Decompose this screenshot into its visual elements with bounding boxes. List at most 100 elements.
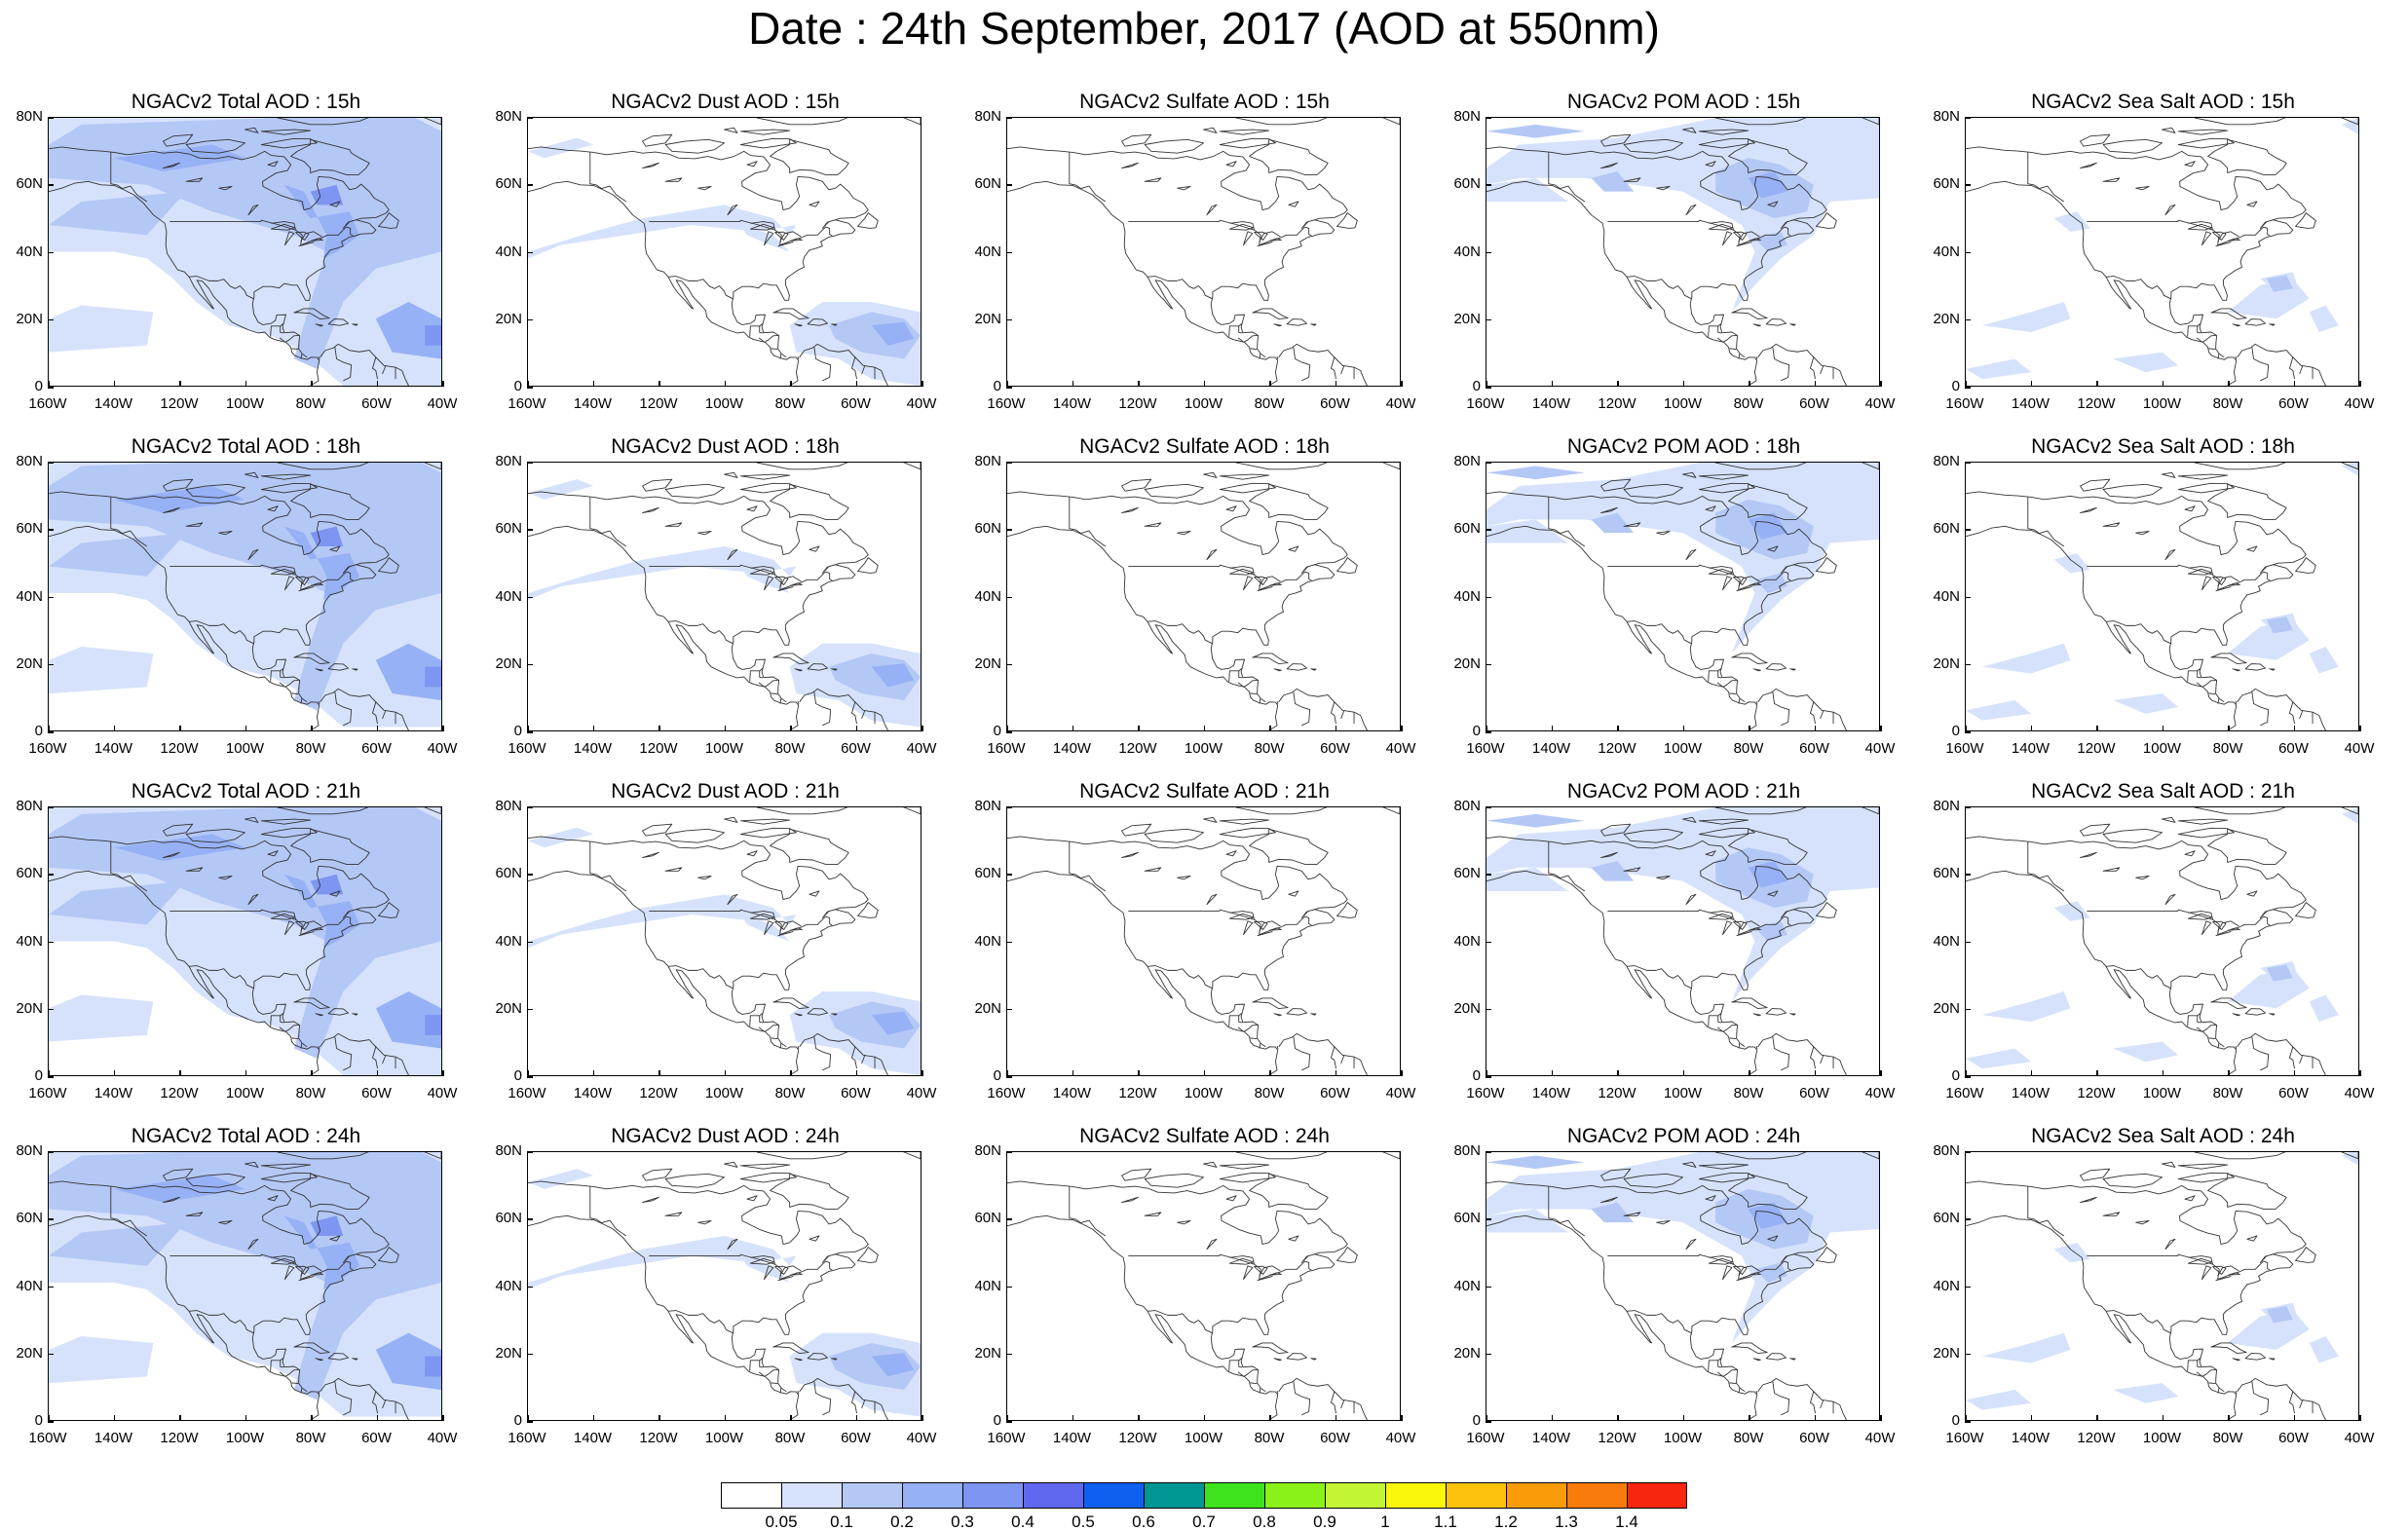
island-outline <box>260 1172 318 1183</box>
lat-tick-label: 40N <box>16 587 43 605</box>
island-outline <box>260 473 312 480</box>
lake-outline <box>642 1196 659 1203</box>
country-border <box>2106 1310 2172 1334</box>
lat-tick-label: 20N <box>1453 999 1481 1017</box>
lake-outline <box>298 242 315 247</box>
coastline-south-america <box>2237 343 2326 386</box>
island-outline <box>2162 1161 2176 1168</box>
lat-tick-label: 0 <box>34 378 43 394</box>
map-canvas <box>49 807 441 1075</box>
lon-tick-label: 100W <box>1184 1085 1223 1102</box>
lake-outline <box>247 204 259 216</box>
island-outline <box>2269 1358 2276 1361</box>
country-border <box>1738 1042 1741 1049</box>
island-outline <box>739 827 797 839</box>
country-border <box>2087 1253 2271 1281</box>
country-border <box>813 691 832 727</box>
island-outline <box>739 137 797 149</box>
country-border <box>2187 1358 2201 1371</box>
island-outline <box>1789 323 1796 326</box>
lake-outline <box>1121 506 1139 513</box>
lake-outline <box>284 1265 295 1281</box>
island-outline <box>1310 668 1317 671</box>
lake-outline <box>1121 162 1139 168</box>
country-border <box>589 152 627 203</box>
lon-tick <box>1335 1070 1336 1076</box>
lon-tick-label: 120W <box>639 1085 678 1102</box>
country-border <box>749 1013 764 1027</box>
lon-tick <box>2228 726 2230 731</box>
lat-tick-label: 60N <box>974 520 1001 538</box>
lake-outline <box>2135 531 2150 536</box>
lon-tick-label: 140W <box>2011 1430 2051 1446</box>
country-border <box>1810 356 1816 380</box>
island-outline <box>1121 133 1152 147</box>
lon-tick-label: 80W <box>1254 740 1285 757</box>
colorbar-label: 0.7 <box>1192 1512 1216 1531</box>
lon-tick <box>48 726 50 731</box>
lat-tick <box>1006 1008 1012 1011</box>
island-outline <box>2232 1358 2240 1362</box>
island-outline <box>2080 133 2111 147</box>
lat-tick <box>1486 1008 1491 1011</box>
lake-outline <box>642 162 659 168</box>
lake-outline <box>1600 1196 1618 1203</box>
island-outline <box>1698 137 1755 149</box>
island-outline <box>1698 818 1750 825</box>
lat-tick <box>527 1151 533 1153</box>
island-outline <box>2341 1152 2358 1160</box>
lat-tick <box>527 1076 533 1078</box>
lat-tick <box>1486 387 1491 389</box>
island-outline <box>1682 816 1697 823</box>
lat-tick-label: 0 <box>993 1067 1001 1084</box>
coastline-south-america <box>1278 1377 1368 1420</box>
lake-outline <box>1736 931 1752 937</box>
country-border <box>851 1391 857 1414</box>
country-border <box>334 347 353 382</box>
aod-shading-patch <box>740 225 790 252</box>
panel-title: NGACv2 Sea Salt AOD : 15h <box>2031 91 2295 113</box>
lon-tick-label: 40W <box>1864 1085 1896 1102</box>
country-border <box>300 1042 303 1049</box>
map-canvas <box>1966 118 2358 386</box>
country-border <box>2299 1400 2304 1409</box>
lon-tick <box>1486 726 1487 731</box>
lon-tick-label: 120W <box>1118 1085 1157 1102</box>
lake-outline <box>185 1212 204 1216</box>
lake-outline <box>1177 876 1191 880</box>
panel-title: NGACv2 POM AOD : 21h <box>1566 780 1801 803</box>
lat-tick-label: 60N <box>974 865 1001 882</box>
lon-tick <box>311 1415 313 1421</box>
country-border <box>1820 710 1825 720</box>
lon-tick-label: 40W <box>2344 1430 2375 1446</box>
lon-tick-label: 80W <box>295 1085 326 1102</box>
lake-outline <box>777 1276 794 1282</box>
island-outline <box>2232 323 2240 327</box>
lake-outline <box>1722 920 1733 936</box>
coastline-west <box>1007 870 1279 1075</box>
country-border <box>2217 1265 2239 1277</box>
country-border <box>1810 701 1816 725</box>
colorbar-swatch <box>1446 1482 1506 1509</box>
lat-tick <box>1486 1151 1491 1153</box>
lat-tick <box>527 941 533 943</box>
lake-outline <box>2215 931 2232 937</box>
island-outline <box>1219 1163 1270 1170</box>
map-panel-total-1: NGACv2 Total AOD : 18h 80N 60N 40N 20N 0 160W 1… <box>0 434 487 766</box>
coastline-east <box>528 146 869 358</box>
island-outline <box>831 323 838 326</box>
country-border <box>1340 1055 1345 1064</box>
island-outline <box>903 1152 921 1160</box>
lon-tick <box>113 381 115 387</box>
island-outline <box>2244 663 2267 671</box>
lon-tick-label: 100W <box>2142 740 2182 757</box>
island-outline <box>2341 463 2358 470</box>
colorbar-label: 0.9 <box>1313 1512 1336 1531</box>
lat-tick <box>1965 663 1971 666</box>
island-outline <box>1121 1168 1152 1181</box>
lat-tick <box>48 1151 54 1153</box>
lat-tick <box>48 318 54 321</box>
lon-tick <box>2228 1415 2230 1421</box>
lat-tick-label: 40N <box>495 243 522 260</box>
lake-outline <box>2080 162 2097 168</box>
